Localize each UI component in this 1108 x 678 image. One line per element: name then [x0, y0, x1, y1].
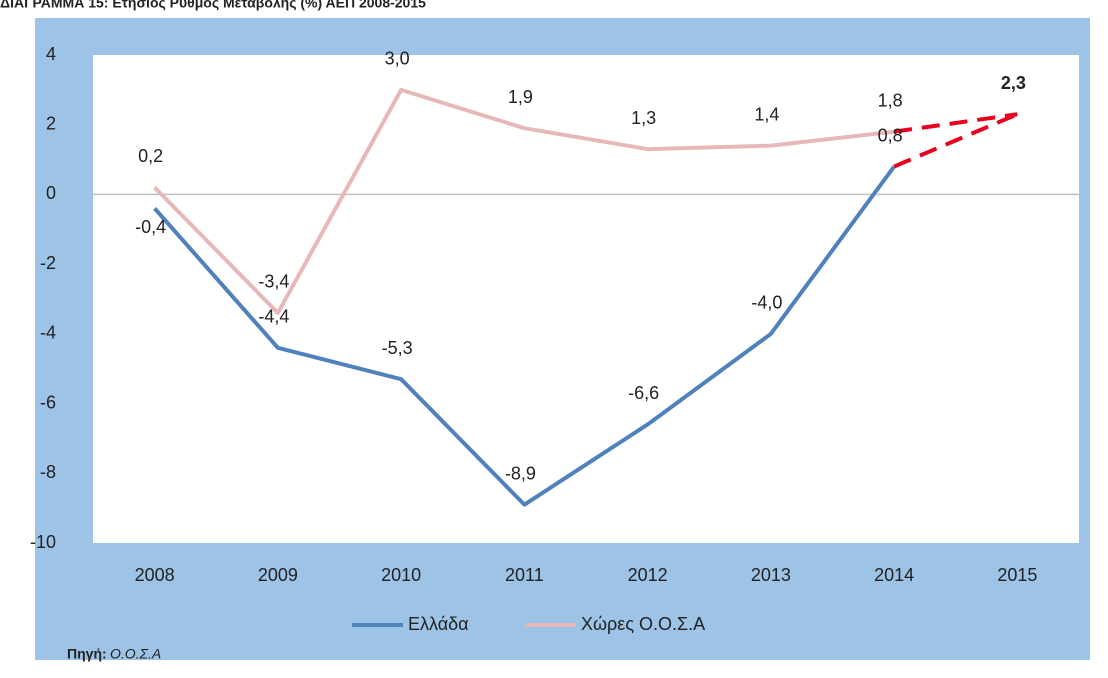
x-tick-label: 2011	[505, 565, 544, 585]
data-label: 2,3	[1001, 73, 1026, 93]
series-line	[153, 87, 895, 315]
source-label: Πηγή:	[67, 646, 107, 662]
series-line	[153, 165, 896, 507]
y-tick-label: -6	[40, 392, 56, 412]
x-tick-label: 2008	[135, 565, 175, 585]
y-tick-label: 0	[46, 183, 56, 203]
data-label: -0,4	[135, 217, 166, 237]
plot-area	[93, 55, 1079, 543]
data-label: 1,4	[754, 104, 779, 124]
y-tick-label: -4	[40, 323, 56, 343]
chart-title: ΔΙΑΓΡΑΜΜΑ 15: Ετήσιος Ρυθμός Μεταβολής (…	[0, 0, 426, 11]
forecast-line	[893, 112, 1018, 134]
data-label: -4,4	[258, 307, 289, 327]
data-label: 3,0	[385, 49, 410, 69]
x-tick-label: 2010	[381, 565, 421, 585]
data-label: 1,3	[631, 108, 656, 128]
legend-label: Χώρες Ο.Ο.Σ.Α	[581, 614, 705, 634]
y-tick-label: 4	[46, 44, 56, 64]
data-label: -6,6	[628, 383, 659, 403]
y-tick-label: -8	[40, 462, 56, 482]
data-label: 0,8	[878, 125, 903, 145]
data-label: -5,3	[382, 338, 413, 358]
data-label: -3,4	[258, 272, 289, 292]
x-tick-label: 2013	[751, 565, 791, 585]
x-tick-label: 2015	[997, 565, 1037, 585]
x-tick-label: 2009	[258, 565, 298, 585]
data-label: -4,0	[751, 293, 782, 313]
y-tick-label: -10	[30, 532, 56, 552]
x-tick-label: 2012	[628, 565, 668, 585]
legend-label: Ελλάδα	[408, 614, 469, 634]
y-tick-label: 2	[46, 113, 56, 133]
data-label: 1,9	[508, 87, 533, 107]
y-tick-label: -2	[40, 253, 56, 273]
data-label: -8,9	[505, 463, 536, 483]
data-label: 0,2	[138, 146, 163, 166]
data-label: 1,8	[878, 90, 903, 110]
x-tick-label: 2014	[874, 565, 914, 585]
source: Ο.Ο.Σ.Α	[110, 646, 161, 662]
forecast-line	[893, 112, 1019, 169]
